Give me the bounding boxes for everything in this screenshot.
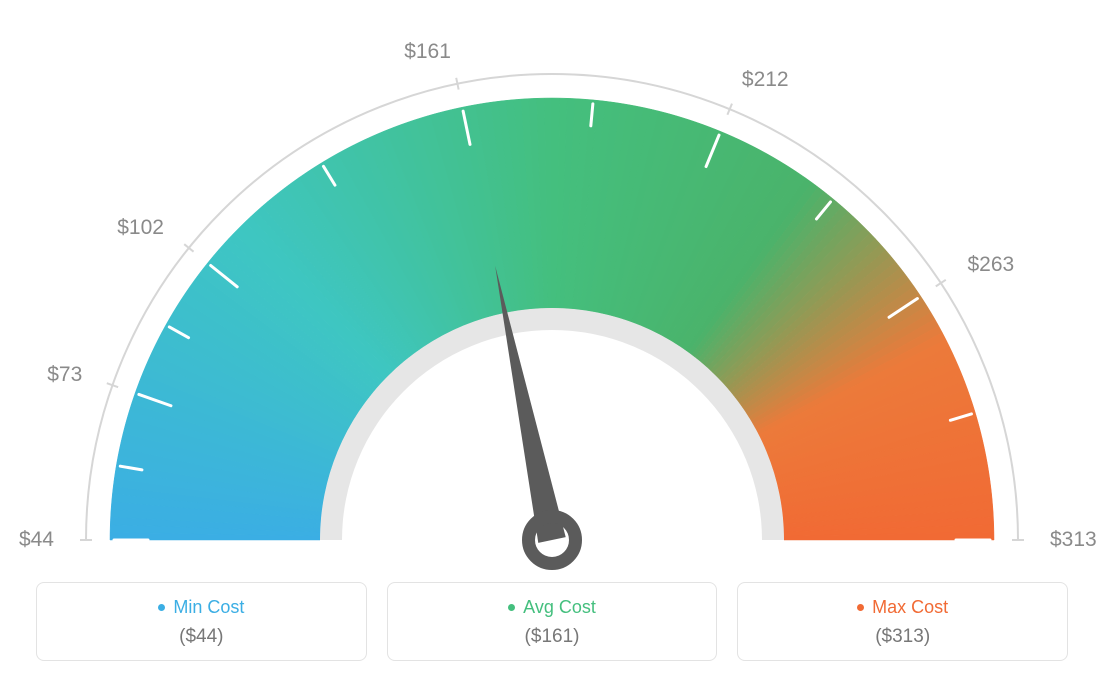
- gauge-tick-label: $263: [967, 253, 1014, 277]
- legend-title-avg: Avg Cost: [523, 597, 596, 618]
- legend-card-min: Min Cost ($44): [36, 582, 367, 661]
- gauge-tick-label: $212: [742, 68, 789, 92]
- gauge-svg: [0, 0, 1104, 575]
- legend-value-min: ($44): [37, 626, 366, 648]
- legend-value-avg: ($161): [388, 626, 717, 648]
- legend-card-max: Max Cost ($313): [737, 582, 1068, 661]
- legend-dot-min: [158, 604, 165, 611]
- legend-title-max: Max Cost: [872, 597, 948, 618]
- legend-dot-max: [857, 604, 864, 611]
- gauge-tick-label: $313: [1050, 528, 1097, 552]
- legend-value-max: ($313): [738, 626, 1067, 648]
- gauge-tick-label: $44: [19, 528, 54, 552]
- legend-row: Min Cost ($44) Avg Cost ($161) Max Cost …: [36, 582, 1068, 661]
- legend-title-min: Min Cost: [173, 597, 244, 618]
- gauge-tick-label: $102: [117, 216, 164, 240]
- legend-dot-avg: [508, 604, 515, 611]
- cost-gauge: $44 $73 $102 $161 $212 $263 $313: [0, 0, 1104, 575]
- gauge-tick-label: $73: [47, 363, 82, 387]
- legend-card-avg: Avg Cost ($161): [387, 582, 718, 661]
- gauge-tick-label: $161: [404, 40, 451, 64]
